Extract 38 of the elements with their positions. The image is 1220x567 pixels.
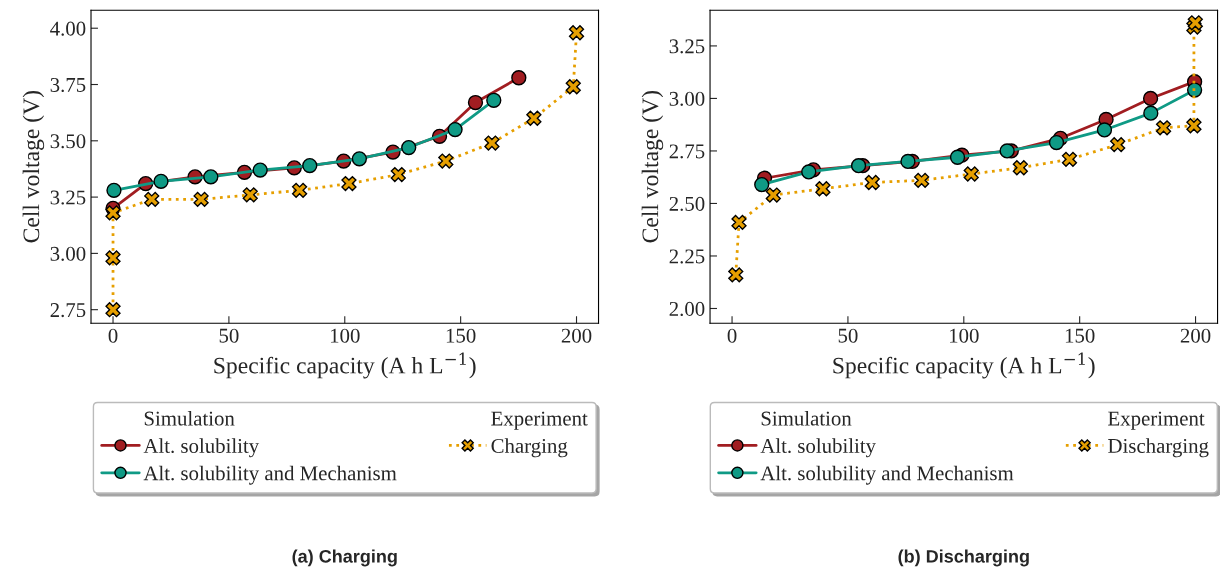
y-tick-label: 2.50 (669, 196, 705, 211)
x-tick-label: 150 (1065, 328, 1095, 343)
x-tick-label: 150 (446, 328, 476, 343)
x-tick-label: 100 (330, 328, 360, 343)
legend-label: Discharging (1108, 438, 1209, 458)
text: (a) Charging (292, 549, 397, 567)
text: Simulation (144, 410, 235, 426)
legend-label: Alt. solubility (143, 438, 260, 458)
y-tick-label: 2.25 (669, 249, 705, 264)
legend-label: Alt. solubility and Mechanism (760, 465, 1014, 485)
text: Experiment (1108, 411, 1205, 430)
legend-label: Alt. solubility (760, 438, 876, 458)
y-tick-label: 3.25 (669, 39, 705, 54)
x-tick-label: 50 (219, 328, 239, 343)
y-tick-label: 3.00 (50, 246, 86, 261)
text: Experiment (491, 411, 588, 430)
legend-label: Alt. solubility and Mechanism (143, 465, 397, 485)
x-tick-label: 0 (727, 328, 737, 343)
x-axis-title: Specific capacity (A h L$^{−1}$) (833, 352, 1095, 379)
y-tick-label: 2.00 (669, 301, 705, 317)
y-axis-title: Cell voltage (V) (22, 91, 45, 243)
y-tick-label: 3.25 (50, 190, 86, 205)
x-tick-label: 50 (838, 328, 858, 343)
y-tick-label: 3.50 (50, 134, 86, 149)
text: (b) Discharging (898, 549, 1029, 567)
x-axis-title: Specific capacity (A h L$^{−1}$) (214, 352, 476, 379)
x-tick-label: 200 (561, 328, 592, 343)
y-tick-label: 2.75 (50, 303, 86, 318)
y-tick-label: 3.00 (669, 91, 705, 106)
x-tick-label: 0 (108, 328, 118, 343)
x-tick-label: 100 (950, 328, 979, 343)
text: Simulation (761, 410, 852, 426)
x-tick-label: 200 (1180, 328, 1211, 343)
legend-label: Charging (491, 438, 568, 458)
y-tick-label: 4.00 (50, 21, 86, 36)
y-tick-label: 2.75 (669, 144, 705, 159)
y-axis-title: Cell voltage (V) (641, 91, 664, 243)
y-tick-label: 3.75 (50, 77, 86, 93)
